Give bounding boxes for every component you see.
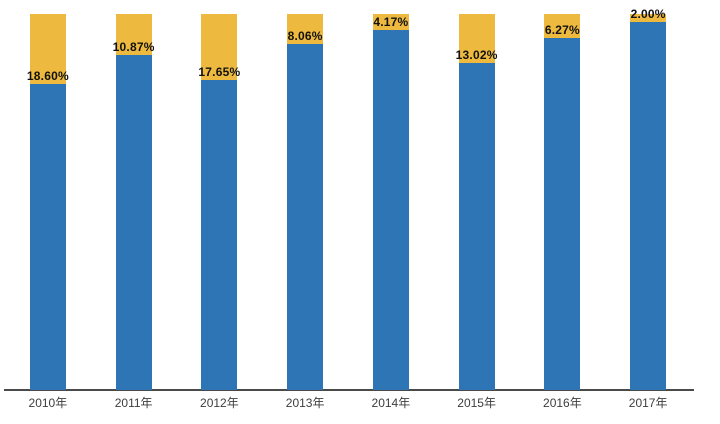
bar-segment-upper bbox=[115, 14, 152, 55]
bar-group bbox=[115, 14, 152, 390]
bar-group bbox=[458, 14, 495, 390]
bar-segment-lower bbox=[115, 54, 152, 390]
bar-value-label: 8.06% bbox=[287, 29, 323, 44]
bar-value-label: 10.87% bbox=[112, 39, 155, 54]
x-tick-label: 2015年 bbox=[457, 396, 496, 410]
bar-value-label: 18.60% bbox=[26, 68, 69, 83]
x-tick-label: 2013年 bbox=[285, 396, 325, 410]
bar-value-label: 6.27% bbox=[544, 22, 580, 37]
bar-value-label: 4.17% bbox=[373, 14, 409, 29]
bar-segment-upper bbox=[630, 14, 667, 22]
x-tick-label: 2010年 bbox=[28, 396, 68, 410]
bar-segment-lower bbox=[544, 37, 581, 390]
bar-group bbox=[201, 14, 238, 390]
bar-segment-upper bbox=[287, 14, 324, 45]
x-tick-label: 2012年 bbox=[200, 396, 239, 410]
bar-segment-upper bbox=[458, 14, 495, 63]
bar-segment-upper bbox=[201, 14, 238, 81]
bar-segment-lower bbox=[29, 83, 66, 390]
bar-segment-upper bbox=[29, 14, 66, 84]
bar-group bbox=[372, 14, 409, 390]
bar-segment-lower bbox=[630, 21, 667, 390]
x-axis-line bbox=[4, 389, 694, 391]
bar-group bbox=[29, 14, 66, 390]
bar-group bbox=[287, 14, 324, 390]
bar-segment-lower bbox=[458, 62, 495, 390]
bar-segment-upper bbox=[544, 14, 581, 38]
x-tick-label: 2011年 bbox=[114, 396, 153, 410]
bar-value-label: 17.65% bbox=[198, 65, 241, 80]
bar-segment-upper bbox=[372, 14, 409, 30]
bar-value-label: 13.02% bbox=[455, 47, 498, 62]
x-tick-label: 2014年 bbox=[371, 396, 411, 410]
bar-segment-lower bbox=[372, 29, 409, 390]
bar-segment-lower bbox=[287, 44, 324, 390]
bar-value-label: 2.00% bbox=[630, 6, 666, 21]
x-tick-label: 2016年 bbox=[543, 396, 582, 410]
bar-group bbox=[630, 14, 667, 390]
bar-segment-lower bbox=[201, 80, 238, 390]
x-tick-label: 2017年 bbox=[628, 396, 668, 410]
bar-group bbox=[544, 14, 581, 390]
